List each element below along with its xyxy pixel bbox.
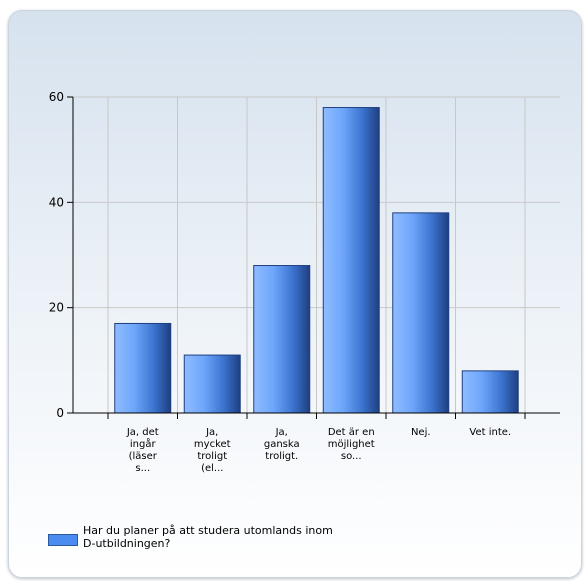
y-tick-label: 0: [56, 406, 64, 420]
x-category-label: Nej.: [411, 427, 431, 438]
legend: Har du planer på att studera utomlands i…: [48, 524, 343, 550]
bar-5: [461, 370, 519, 414]
x-category-label: Vet inte.: [469, 427, 511, 438]
x-category-label: Ja, ganska troligt.: [264, 427, 300, 462]
bar-4: [392, 212, 450, 414]
grid-layer: [73, 96, 560, 413]
y-tick-label: 40: [49, 195, 64, 209]
legend-swatch: [48, 534, 78, 546]
axis-layer: [67, 96, 560, 419]
bar-2: [253, 265, 311, 414]
bar-3: [322, 107, 380, 414]
y-tick-label: 60: [49, 90, 64, 104]
x-category-label: Ja, mycket troligt (el...: [194, 427, 231, 474]
label-layer: 0 20 40 60 Ja, det ingår (läser s... Ja, mycket tr…: [49, 90, 511, 474]
bar-0: [114, 322, 172, 414]
x-category-label: Ja, det ingår (läser s...: [126, 427, 159, 474]
y-tick-label: 20: [49, 301, 64, 315]
x-category-label: Det är en möjlighet so...: [328, 427, 375, 462]
legend-label: Har du planer på att studera utomlands i…: [83, 524, 333, 550]
bar-1: [183, 354, 241, 414]
